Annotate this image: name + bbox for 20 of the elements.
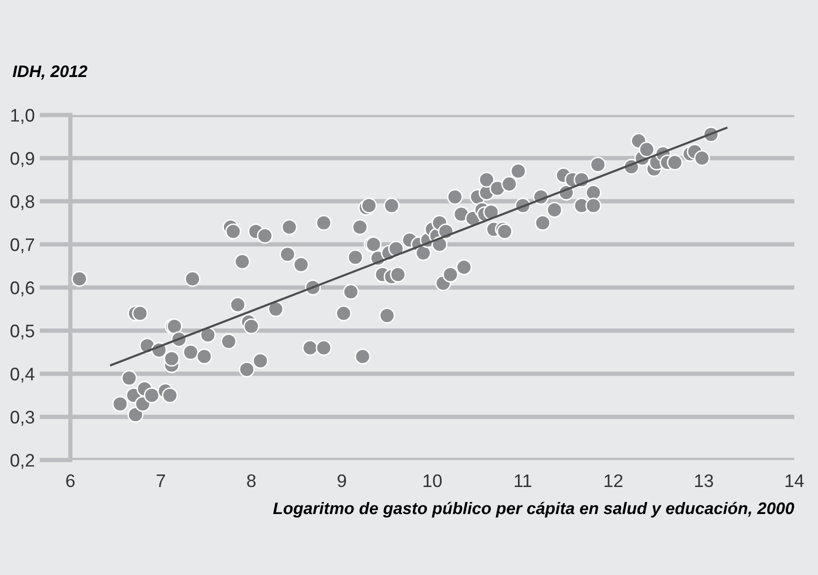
y-tick-label: 0,2 bbox=[10, 454, 34, 469]
x-tick-label: 6 bbox=[66, 474, 75, 488]
y-tick-label: 0,6 bbox=[10, 281, 34, 296]
x-tick-label: 7 bbox=[156, 474, 165, 487]
y-tick-label: 0,7 bbox=[10, 238, 34, 254]
y-tick-label: 0,3 bbox=[10, 410, 34, 426]
y-axis-title: IDH, 2012 bbox=[12, 65, 88, 80]
y-tick-label: 1,0 bbox=[11, 108, 34, 124]
y-tick-label: 0,8 bbox=[10, 195, 34, 210]
x-tick-label: 11 bbox=[514, 474, 532, 487]
x-tick-label: 9 bbox=[338, 474, 346, 488]
x-tick-label: 10 bbox=[424, 474, 442, 488]
x-axis-title: Logaritmo de gasto público per cápita en salud y educación, 2000 bbox=[273, 502, 794, 518]
x-tick-label: 8 bbox=[247, 474, 256, 488]
y-tick-label: 0,4 bbox=[10, 368, 34, 383]
x-tick-label: 14 bbox=[786, 474, 804, 487]
x-tick-label: 12 bbox=[604, 474, 622, 487]
y-tick-label: 0,9 bbox=[10, 152, 34, 167]
x-tick-label: 13 bbox=[695, 474, 714, 488]
y-tick-label: 0,5 bbox=[10, 324, 34, 340]
